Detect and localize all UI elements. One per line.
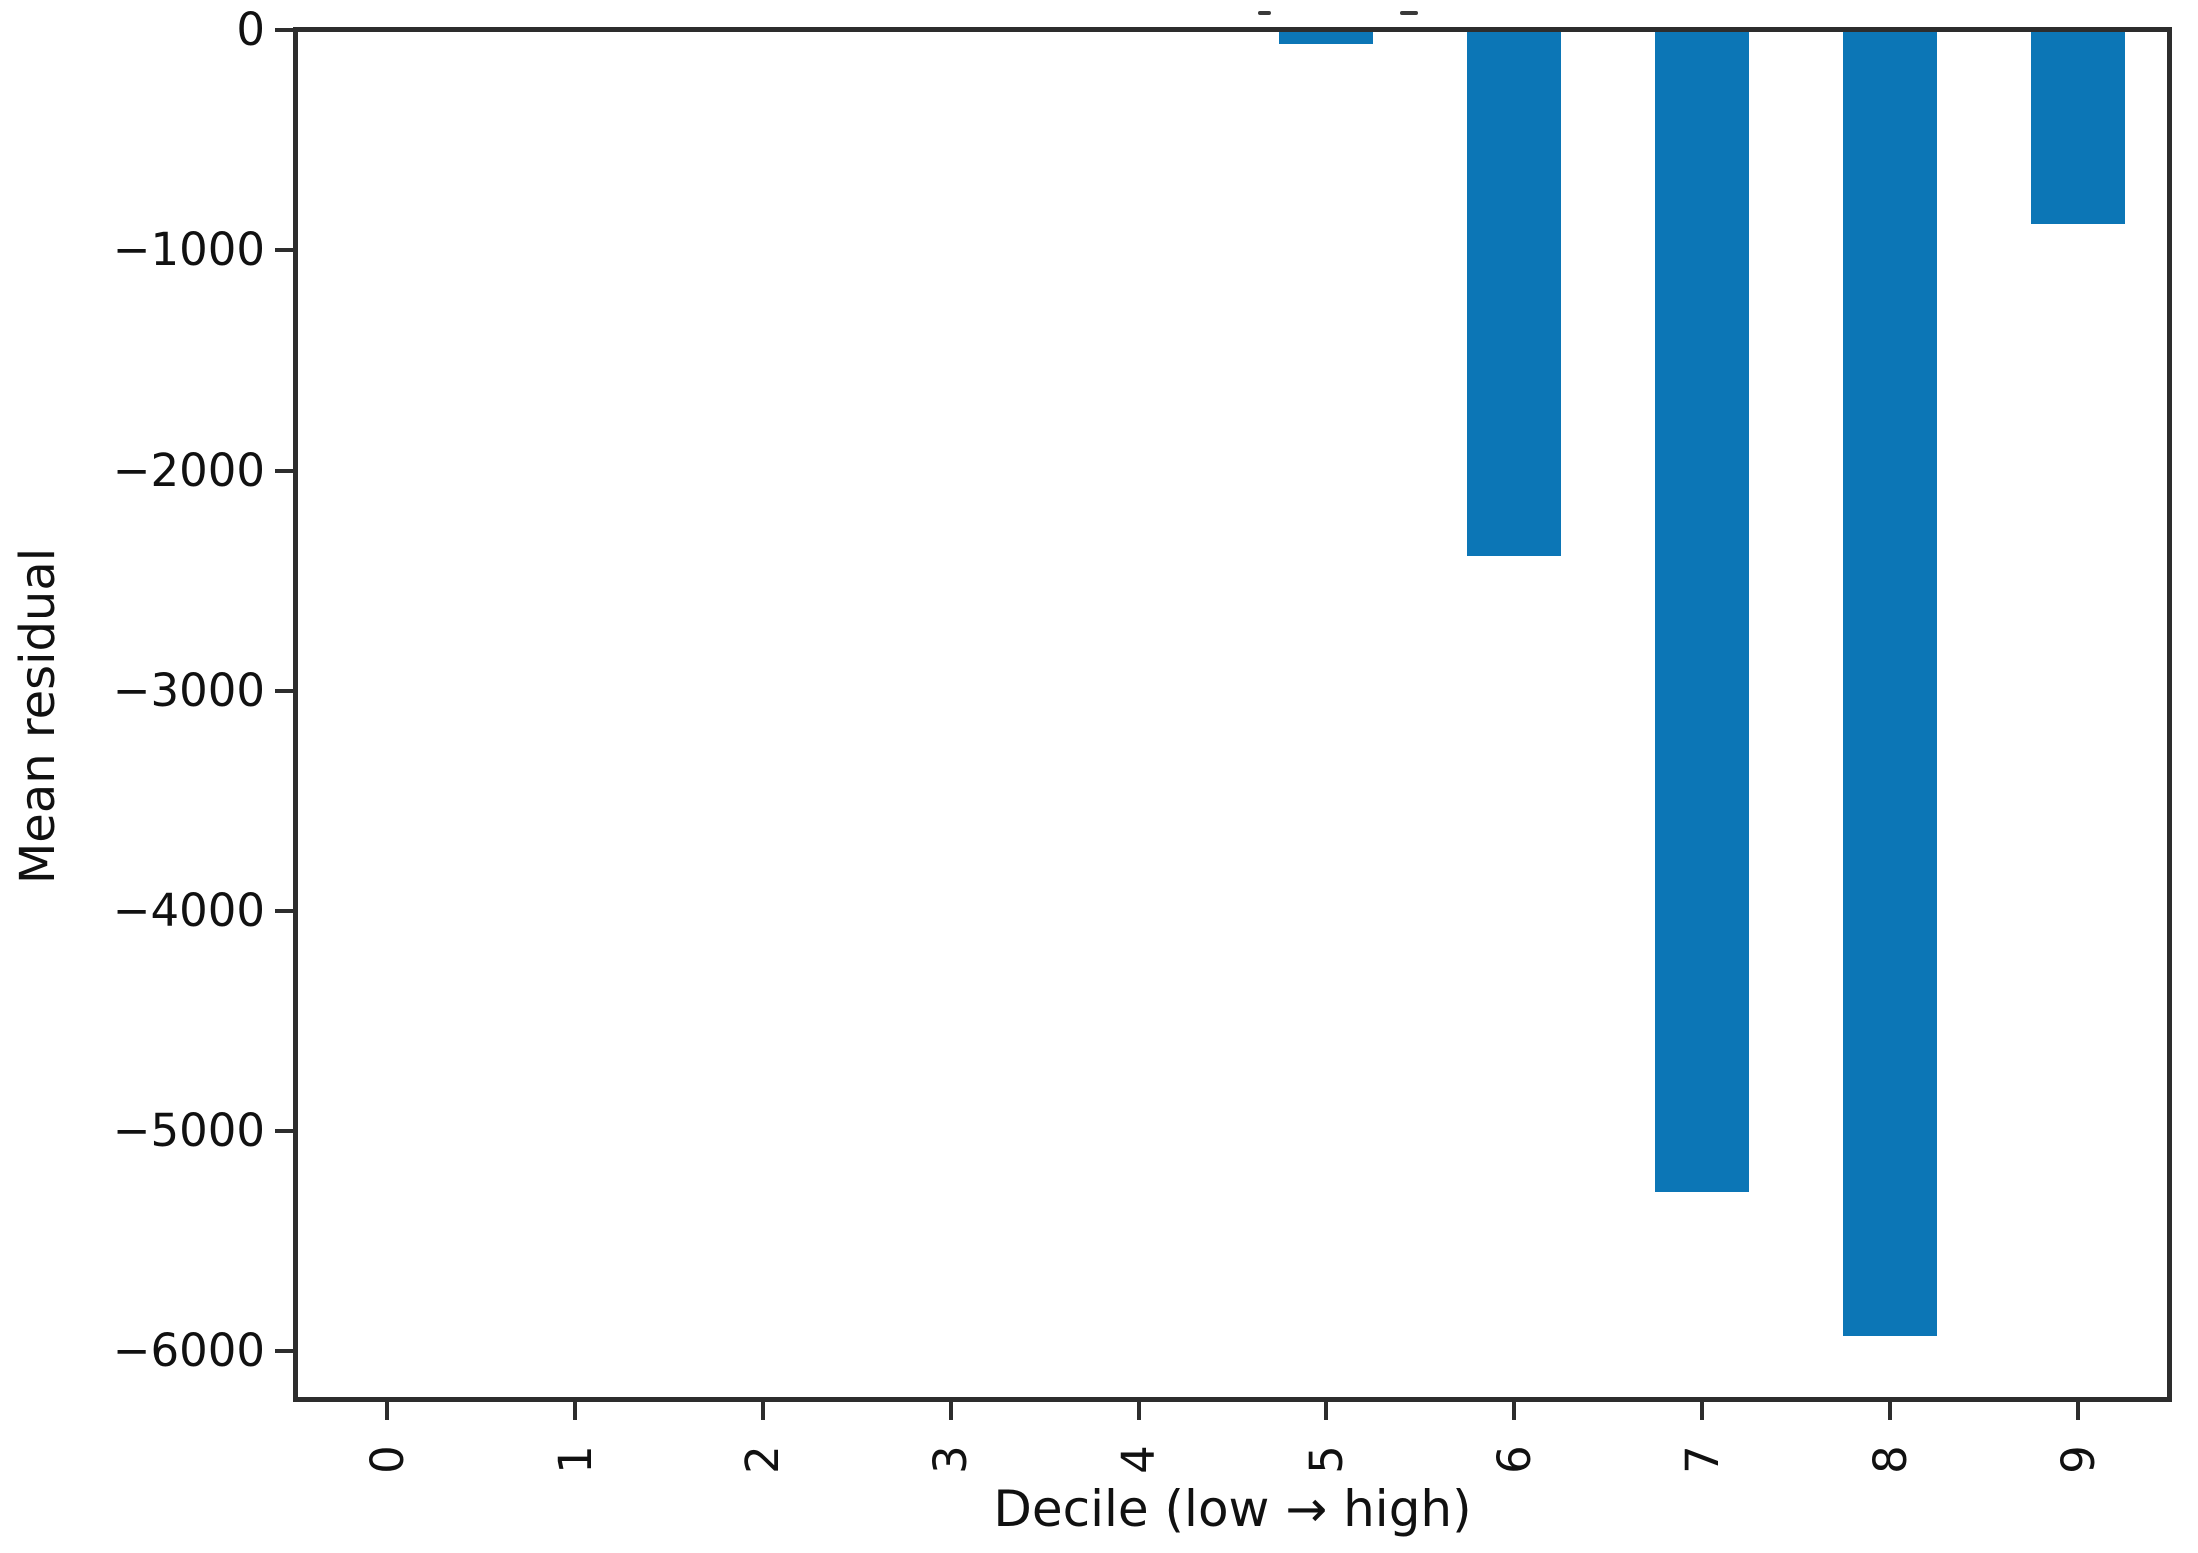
x-tick-label-text: 2 [736, 1444, 790, 1474]
y-axis-label: Mean residual [10, 547, 66, 885]
x-tick [760, 1402, 765, 1420]
x-tick-label-text: 4 [1112, 1444, 1166, 1474]
y-tick-label: −3000 [112, 663, 265, 717]
bar [2031, 30, 2125, 224]
y-tick [275, 28, 293, 33]
x-tick [1136, 1402, 1141, 1420]
y-tick [275, 468, 293, 473]
y-tick [275, 1128, 293, 1133]
x-tick-label-text: 0 [360, 1444, 414, 1474]
y-tick [275, 248, 293, 253]
x-tick-label-text: 9 [2051, 1444, 2105, 1474]
x-tick [1324, 1402, 1329, 1420]
x-tick [572, 1402, 577, 1420]
x-tick-label-text: 5 [1299, 1444, 1353, 1474]
x-tick-label-text: 3 [924, 1444, 978, 1474]
bar [1843, 30, 1938, 1336]
bar [1279, 30, 1374, 44]
x-tick-label-text: 1 [548, 1444, 602, 1474]
y-tick [275, 688, 293, 693]
y-tick-label: −5000 [112, 1103, 265, 1157]
y-tick-label: −2000 [112, 443, 265, 497]
cropped-text-mark [1258, 11, 1271, 15]
y-tick-label: 0 [236, 3, 265, 57]
y-tick-label: −1000 [112, 223, 265, 277]
y-tick-label: −6000 [112, 1323, 265, 1377]
y-tick [275, 1348, 293, 1353]
x-tick [948, 1402, 953, 1420]
bar [1655, 30, 1750, 1193]
cropped-text-mark [1400, 11, 1418, 15]
bar [1467, 30, 1562, 557]
x-tick [1512, 1402, 1517, 1420]
x-tick [384, 1402, 389, 1420]
x-tick [1888, 1402, 1893, 1420]
x-tick-label-text: 7 [1675, 1444, 1729, 1474]
x-tick-label-text: 8 [1863, 1444, 1917, 1474]
x-axis-label: Decile (low → high) [993, 1480, 1472, 1538]
x-tick-label-text: 6 [1487, 1444, 1541, 1474]
y-tick-label: −4000 [112, 883, 265, 937]
x-tick [1700, 1402, 1705, 1420]
x-tick [2076, 1402, 2081, 1420]
y-tick [275, 908, 293, 913]
